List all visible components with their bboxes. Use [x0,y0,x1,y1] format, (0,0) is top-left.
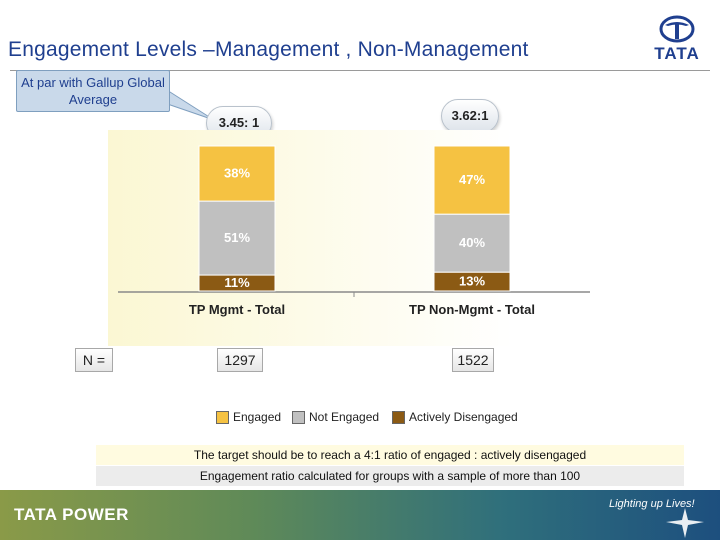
target-note: The target should be to reach a 4:1 rati… [96,445,684,465]
legend-swatch-engaged [216,411,229,425]
legend-item-not-engaged: Not Engaged [292,410,379,426]
legend-item-actively-disengaged: Actively Disengaged [392,410,518,426]
bar-data-label: 11% [224,275,250,290]
bar-data-label: 40% [459,235,485,250]
n-label-box: N = [75,348,113,372]
n-value-non-mgmt: 1522 [452,348,494,372]
category-label: TP Mgmt - Total [189,302,285,317]
bar-segment [198,200,276,276]
bar-data-label: 51% [224,230,250,245]
bar-data-label: 38% [224,166,250,181]
bar-segment [433,145,511,215]
legend-label-engaged: Engaged [233,410,282,424]
footer-tagline: Lighting up Lives! [609,498,695,510]
legend-swatch-actively-disengaged [392,411,405,425]
legend-item-engaged: Engaged [216,410,281,426]
tata-logo: TATA [646,14,708,63]
bar-data-label: 47% [459,172,485,187]
ratio-badge-non-mgmt: 3.62:1 [441,99,499,133]
slide-title: Engagement Levels –Management , Non-Mana… [8,38,529,61]
n-value-mgmt: 1297 [217,348,263,372]
tata-emblem-icon [659,15,695,43]
legend-swatch-not-engaged [292,411,305,425]
legend-label-not-engaged: Not Engaged [309,410,380,424]
sparkle-star-icon [666,508,704,538]
ratio-method-note: Engagement ratio calculated for groups w… [96,466,684,486]
footer-bar: TATA POWER Lighting up Lives! [0,490,720,540]
category-label: TP Non-Mgmt - Total [409,302,535,317]
bar-data-label: 13% [459,274,485,289]
callout-box: At par with Gallup Global Average [16,70,170,112]
bar-segment [198,145,276,202]
footer-brand: TATA POWER [14,505,129,524]
legend-label-actively-disengaged: Actively Disengaged [409,410,518,424]
title-divider [10,70,710,71]
bar-segment [433,213,511,273]
logo-wordmark: TATA [654,44,700,63]
